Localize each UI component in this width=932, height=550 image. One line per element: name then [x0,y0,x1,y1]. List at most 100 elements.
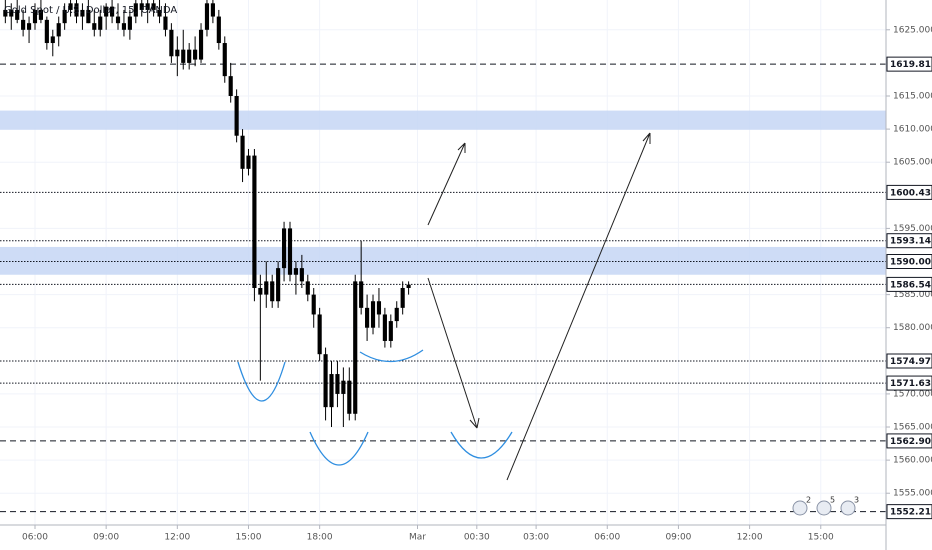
price-label: 1619.813 [890,60,932,70]
x-tick-label: 06:00 [22,533,48,543]
price-label: 1590.000 [890,258,932,268]
x-tick-label: 09:00 [665,533,691,543]
candle-body [210,3,215,17]
candle-body [406,284,411,288]
x-tick-label: 18:00 [307,533,333,543]
candle-body [169,29,174,57]
price-label: 1600.439 [890,188,932,198]
candle-body [388,321,393,341]
candle-body [151,3,156,10]
x-tick-label: 06:00 [594,533,620,543]
x-tick-label: 15:00 [808,533,834,543]
price-label: 1574.971 [890,357,932,367]
event-badge[interactable] [816,500,832,516]
price-label-box [886,276,932,292]
arrow [427,142,466,226]
price-label-box [886,254,932,270]
candle-body [133,3,138,17]
price-label-box [886,504,932,520]
candle-body [323,354,328,408]
candle-body [62,9,67,24]
price-label: 1552.219 [890,508,932,518]
pattern-curve [237,361,286,402]
candle-body [234,95,239,136]
candle-body [299,268,304,282]
candle-body [240,135,245,169]
candle-body [115,16,121,24]
candle-body [359,281,364,308]
pattern-curve [450,431,513,459]
candle-body [80,9,85,17]
pattern-curve [359,349,424,363]
candle-body [347,380,352,414]
chart-title: Gold Spot / U.S. Dollar, 15, OANDA [4,5,177,16]
candle-body [370,301,376,328]
candle-body [204,3,210,30]
candle-body [252,155,257,288]
candle-body [193,49,198,60]
candle-body [335,374,340,394]
candle-body [246,155,251,169]
event-badge[interactable] [840,500,856,516]
candle-body [145,3,150,10]
candle-body [329,374,334,408]
arrow [427,277,480,429]
candle-body [110,6,115,17]
candle-body [3,9,8,17]
candle-body [163,16,168,30]
candle-body [121,23,127,30]
candle-body [382,314,387,341]
candle-body [38,9,43,20]
price-label-box [886,233,932,249]
y-tick-label: 1565.000 [893,423,932,433]
candle-body [281,228,287,269]
candle-body [394,307,399,322]
candle-body [98,16,103,30]
arrow [506,132,651,481]
candle-body [9,9,14,17]
candle-body [353,281,358,414]
y-tick-label: 1570.000 [893,389,932,399]
price-label-box [886,184,932,200]
y-tick-label: 1555.000 [893,489,932,499]
x-tick-label: Mar [409,533,426,543]
y-tick-label: 1585.000 [893,290,932,300]
candle-body [32,9,38,24]
candle-body [104,6,109,17]
event-badge[interactable] [792,500,808,516]
price-label: 1586.542 [890,280,932,290]
candle-body [264,281,269,295]
candle-body [400,287,405,308]
candle-body [175,49,180,57]
y-tick-label: 1580.000 [893,323,932,333]
candle-body [74,3,79,17]
candle-body [15,9,20,20]
axis-layer: 1555.000 1560.000 1565.000 1570.000 1580.000… [22,25,932,542]
price-label: 1593.142 [890,237,932,247]
price-label-box [886,433,932,449]
candle-body [228,76,233,96]
candle-body [276,268,281,302]
candle-body [139,3,144,10]
candles-layer [3,0,411,428]
candle-body [26,23,32,30]
candle-body [365,307,370,328]
x-tick-label: 15:00 [236,533,262,543]
candle-body [311,294,316,315]
candle-body [305,281,310,295]
pattern-curve [309,431,369,466]
zone [0,110,886,130]
candle-body [270,281,275,302]
x-tick-label: 00:30 [464,533,490,543]
candle-body [216,16,221,44]
y-tick-label: 1625.000 [893,25,932,35]
candle-body [56,23,61,37]
candle-body [376,301,382,315]
x-tick-label: 12:00 [164,533,190,543]
x-tick-label: 03:00 [523,533,549,543]
candle-body [258,287,263,295]
candle-body [198,29,204,60]
candle-body [157,9,162,17]
